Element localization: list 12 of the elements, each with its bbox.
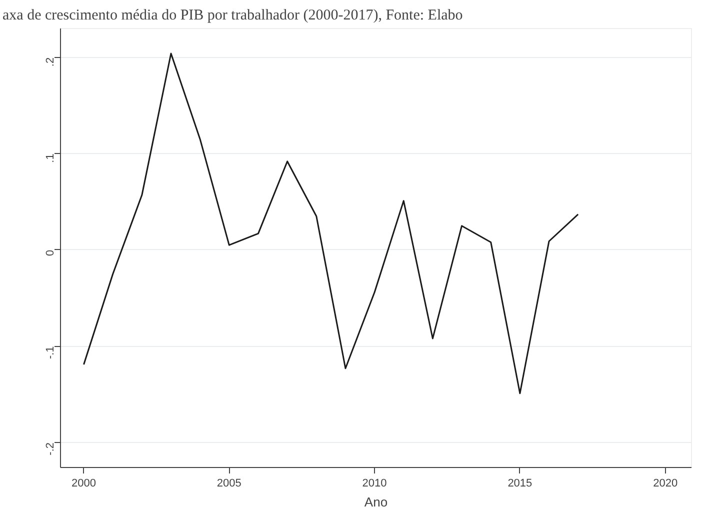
x-tick-label: 2020 [653, 478, 678, 490]
y-tick-label: 0 [44, 250, 56, 256]
x-axis-title: Ano [364, 494, 388, 510]
x-tick-label: 2005 [216, 478, 242, 490]
x-tick-label: 2010 [362, 478, 387, 490]
chart-title: axa de crescimento média do PIB por trabalhador (2000-2017), Fonte: Elabo [2, 8, 463, 24]
y-tick-label: .2 [44, 57, 56, 67]
y-tick-label: -.2 [44, 442, 56, 456]
y-tick-label: -.1 [44, 346, 56, 360]
x-tick-label: 2000 [72, 478, 96, 490]
x-tick-label: 2015 [508, 478, 532, 490]
y-tick-label: .1 [44, 154, 56, 163]
